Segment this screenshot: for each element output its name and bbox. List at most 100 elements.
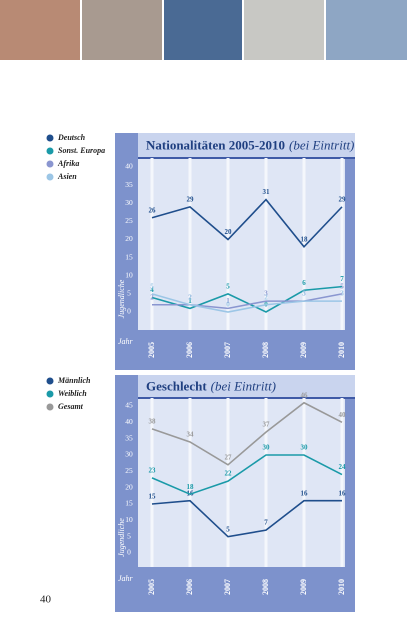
value-label: 22	[225, 470, 233, 478]
x-tick-label: 2006	[185, 579, 194, 595]
legend-marker	[46, 134, 54, 142]
chart-title-note: (bei Eintritt)	[211, 378, 276, 393]
legend-label: Gesamt	[58, 402, 84, 411]
series-line	[151, 401, 343, 466]
y-tick-label: 5	[127, 531, 131, 540]
legend-marker	[46, 377, 54, 385]
x-tick-label: 2005	[147, 342, 156, 358]
value-label: 0	[226, 301, 230, 309]
chart-title-main: Nationalitäten 2005-2010	[146, 137, 285, 152]
plot-area	[138, 398, 345, 567]
value-label: 37	[263, 421, 271, 429]
value-label: 30	[301, 444, 309, 452]
x-tick-label: 2005	[147, 579, 156, 595]
legend-marker	[46, 173, 54, 181]
value-label: 29	[187, 195, 195, 203]
y-tick-label: 25	[125, 216, 133, 225]
y-tick-label: 30	[125, 450, 133, 459]
value-label: 6	[302, 279, 306, 287]
x-tick-label: 2010	[337, 579, 346, 595]
legend-marker	[46, 147, 54, 155]
y-tick-label: 10	[125, 270, 133, 279]
value-label: 2	[150, 293, 154, 301]
x-tick-label: 2010	[337, 342, 346, 358]
legend-marker	[46, 390, 54, 398]
x-axis-label: Jahr	[118, 574, 134, 583]
photo	[244, 0, 324, 60]
x-axis-label: Jahr	[118, 337, 134, 346]
value-label: 26	[149, 206, 157, 214]
value-label: 27	[225, 453, 233, 461]
y-tick-label: 15	[125, 252, 133, 261]
photo	[164, 0, 242, 60]
legend-label: Weiblich	[58, 389, 87, 398]
y-tick-label: 0	[127, 307, 131, 316]
series-line	[152, 293, 343, 310]
series-line	[151, 285, 343, 313]
legend-marker	[46, 160, 54, 168]
y-tick-label: 5	[127, 289, 131, 298]
legend-label: Sonst. Europa	[58, 146, 105, 155]
value-label: 46	[301, 391, 309, 399]
series-line	[151, 198, 343, 248]
value-label: 18	[301, 235, 309, 243]
value-label: 1	[226, 297, 230, 305]
y-tick-label: 30	[125, 198, 133, 207]
y-tick-label: 40	[125, 417, 133, 426]
value-label: 1	[188, 297, 192, 305]
photo	[0, 0, 80, 60]
value-label: 4	[150, 286, 154, 294]
value-label: 3	[264, 290, 268, 298]
value-label: 5	[226, 282, 230, 290]
y-tick-label: 20	[125, 482, 133, 491]
value-label: 5	[226, 525, 230, 533]
legend-label: Männlich	[57, 376, 91, 385]
chart-title-note: (bei Eintritt)	[289, 137, 354, 152]
y-tick-label: 15	[125, 499, 133, 508]
y-axis-label: Jugendliche	[117, 518, 126, 557]
value-label: 24	[339, 463, 347, 471]
title-band	[138, 133, 355, 158]
series-line	[151, 293, 342, 313]
value-label: 16	[339, 489, 347, 497]
y-tick-label: 40	[125, 162, 133, 171]
y-tick-label: 0	[127, 548, 131, 557]
y-tick-label: 35	[125, 433, 133, 442]
value-label: 18	[187, 483, 195, 491]
value-label: 2	[264, 293, 268, 301]
value-label: 23	[149, 466, 157, 474]
value-label: 5	[340, 282, 344, 290]
chart-title: Nationalitäten 2005-2010 (bei Eintritt)	[146, 137, 354, 152]
value-label: 3	[302, 290, 306, 298]
photo-strip	[0, 0, 407, 60]
value-label: 7	[340, 275, 344, 283]
series-line	[151, 499, 342, 538]
x-tick-label: 2008	[261, 342, 270, 358]
value-label: 3	[302, 290, 306, 298]
legend-marker	[46, 403, 54, 411]
x-tick-label: 2009	[299, 579, 308, 595]
value-label: 15	[149, 493, 157, 501]
x-tick-label: 2009	[299, 342, 308, 358]
value-label: 38	[149, 417, 157, 425]
value-label: 3	[340, 290, 344, 298]
value-label: 40	[339, 411, 347, 419]
value-label: 34	[187, 431, 195, 439]
photo	[82, 0, 162, 60]
legend-label: Deutsch	[57, 133, 86, 142]
y-tick-label: 20	[125, 234, 133, 243]
series-line	[151, 454, 343, 496]
title-band	[138, 375, 355, 398]
value-label: 7	[264, 519, 268, 527]
photo	[326, 0, 407, 60]
x-tick-label: 2007	[223, 579, 232, 595]
value-label: 16	[301, 489, 309, 497]
y-tick-label: 35	[125, 180, 133, 189]
value-label: 29	[339, 195, 347, 203]
x-tick-label: 2007	[223, 342, 232, 358]
chart-title: Geschlecht (bei Eintritt)	[146, 378, 276, 393]
y-tick-label: 45	[125, 401, 133, 410]
legend-label: Afrika	[57, 159, 79, 168]
